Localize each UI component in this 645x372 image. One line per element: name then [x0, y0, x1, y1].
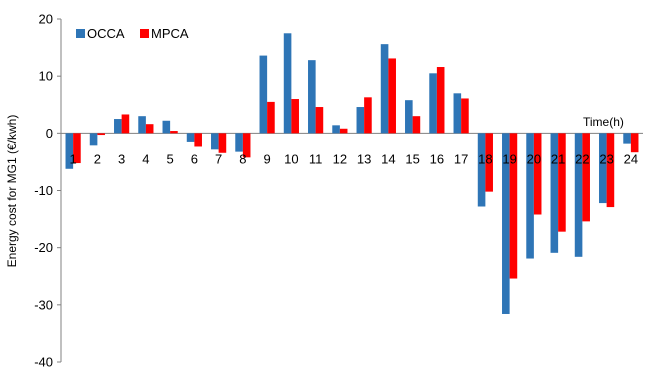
bars [65, 33, 639, 314]
bar-occa-7 [211, 133, 219, 150]
bar-mpca-5 [170, 131, 178, 134]
bar-mpca-19 [509, 133, 518, 279]
bar-occa-16 [429, 73, 437, 134]
bar-mpca-11 [315, 107, 324, 134]
bar-mpca-12 [339, 128, 348, 134]
y-tick-label: -40 [34, 355, 53, 368]
bar-mpca-16 [436, 67, 445, 134]
legend-label-mpca: MPCA [151, 26, 189, 41]
y-tick-label: -20 [34, 240, 53, 255]
x-tick-label: 24 [624, 151, 638, 166]
x-tick-label: 23 [599, 151, 613, 166]
x-tick-label: 3 [118, 151, 125, 166]
x-tick-label: 13 [357, 151, 371, 166]
x-tick-label: 20 [527, 151, 541, 166]
x-tick-label: 14 [381, 151, 395, 166]
y-tick-label: -10 [34, 183, 53, 198]
bar-occa-21 [550, 133, 559, 253]
bar-occa-1 [65, 133, 74, 169]
bar-occa-20 [526, 133, 534, 259]
bar-mpca-14 [388, 58, 396, 134]
x-tick-labels: 1 2 3 4 5 6 7 8 9 10 11 12 13 14 15 16 17 18 19 20 21 22 23 24 [70, 151, 639, 166]
bar-occa-13 [356, 107, 365, 134]
bar-mpca-3 [121, 114, 130, 134]
bar-occa-12 [332, 125, 340, 134]
x-tick-label: 12 [333, 151, 347, 166]
y-axis-label: Energy cost for MG1 (€/kwh) [5, 115, 19, 268]
bar-mpca-6 [194, 133, 202, 147]
x-tick-label: 10 [284, 151, 298, 166]
bar-occa-23 [599, 133, 607, 204]
bar-occa-15 [405, 100, 413, 134]
y-tick-label: -30 [34, 297, 53, 312]
bar-occa-10 [283, 33, 292, 134]
bar-occa-17 [453, 93, 462, 134]
x-tick-label: 2 [94, 151, 101, 166]
bar-mpca-23 [606, 133, 615, 208]
bar-mpca-1 [73, 133, 81, 164]
bar-occa-24 [623, 133, 631, 144]
bar-mpca-15 [412, 116, 421, 134]
bar-mpca-18 [485, 133, 493, 192]
x-tick-label: 4 [142, 151, 149, 166]
bar-occa-11 [308, 60, 316, 134]
bar-occa-22 [574, 133, 583, 257]
y-tick-label: 10 [39, 69, 53, 84]
bar-mpca-7 [218, 133, 227, 153]
x-tick-label: 21 [551, 151, 565, 166]
x-tick-label: 15 [405, 151, 419, 166]
bar-mpca-21 [558, 133, 566, 232]
bar-occa-14 [380, 44, 389, 134]
bar-occa-18 [477, 133, 486, 207]
legend-swatch-occa [76, 29, 85, 38]
bar-mpca-17 [461, 98, 469, 134]
bar-occa-2 [89, 133, 98, 146]
bar-occa-3 [114, 119, 122, 134]
bar-mpca-20 [533, 133, 542, 215]
bar-mpca-10 [291, 99, 299, 134]
legend-label-occa: OCCA [87, 26, 125, 41]
legend-swatch-mpca [140, 29, 149, 38]
bar-occa-19 [502, 133, 510, 314]
bar-mpca-24 [630, 133, 639, 153]
bar-occa-4 [138, 116, 146, 134]
legend: OCCA MPCA [76, 26, 189, 41]
y-ticks: 20 10 0 -10 -20 -30 -40 [34, 12, 61, 370]
x-tick-label: 7 [215, 151, 222, 166]
x-tick-label: 6 [191, 151, 198, 166]
x-tick-label: 19 [502, 151, 516, 166]
x-tick-label: 11 [309, 151, 323, 166]
x-tick-label: 22 [575, 151, 589, 166]
bar-occa-5 [162, 120, 171, 134]
x-tick-label: 16 [430, 151, 444, 166]
bar-mpca-22 [582, 133, 590, 222]
bar-occa-6 [186, 133, 195, 142]
bar-mpca-4 [145, 124, 154, 134]
bar-mpca-9 [267, 101, 275, 134]
bar-occa-9 [259, 55, 268, 134]
bar-mpca-8 [242, 133, 251, 158]
bar-mpca-13 [364, 97, 372, 134]
bar-mpca-2 [97, 133, 105, 136]
bar-occa-8 [235, 133, 243, 152]
x-tick-label: 1 [70, 151, 77, 166]
x-tick-label: 5 [167, 151, 174, 166]
x-tick-label: 17 [454, 151, 468, 166]
x-tick-label: 8 [239, 151, 246, 166]
y-tick-label: 0 [46, 126, 53, 141]
y-tick-label: 20 [39, 12, 53, 27]
x-tick-label: 18 [478, 151, 492, 166]
x-axis-label: Time(h) [583, 115, 624, 129]
x-tick-label: 9 [264, 151, 271, 166]
